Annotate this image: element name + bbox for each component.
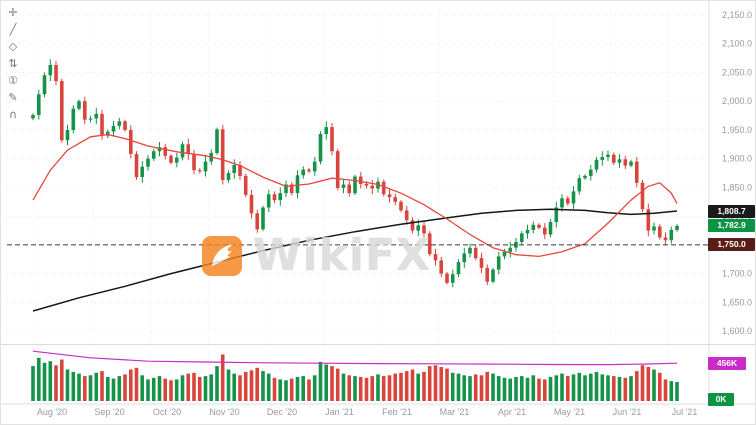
svg-text:1,700.0: 1,700.0 xyxy=(722,269,752,279)
crosshair-icon[interactable]: ✛ xyxy=(8,6,18,19)
svg-text:Aug '20: Aug '20 xyxy=(37,407,67,417)
magnet-icon[interactable]: ∩ xyxy=(8,108,18,121)
svg-text:2,150.0: 2,150.0 xyxy=(722,10,752,20)
svg-text:1,850.0: 1,850.0 xyxy=(722,182,752,192)
volume-zero-badge: 0K xyxy=(708,393,734,406)
x-axis-labels: Aug '20 Sep '20 Oct '20 Nov '20 Dec '20 Jan '… xyxy=(37,407,697,417)
pane-separators xyxy=(1,1,755,405)
svg-text:Sep '20: Sep '20 xyxy=(94,407,124,417)
svg-text:1,950.0: 1,950.0 xyxy=(722,125,752,135)
candles-layer xyxy=(31,59,679,288)
svg-text:Jun '21: Jun '21 xyxy=(613,407,642,417)
shapes-icon[interactable]: ◇ xyxy=(8,40,18,53)
svg-text:1,650.0: 1,650.0 xyxy=(722,297,752,307)
svg-text:2,000.0: 2,000.0 xyxy=(722,96,752,106)
pencil-icon[interactable]: ✎ xyxy=(8,91,18,104)
svg-text:Mar '21: Mar '21 xyxy=(440,407,470,417)
y-axis-labels: 2,150.0 2,100.0 2,050.0 2,000.0 1,950.0 1,900… xyxy=(722,10,752,336)
volume-ma-line xyxy=(32,350,678,366)
svg-text:Feb '21: Feb '21 xyxy=(382,407,412,417)
volume-bars-layer xyxy=(31,354,679,402)
svg-text:Dec '20: Dec '20 xyxy=(267,407,297,417)
last-price-badge: 1,782.9 xyxy=(708,219,755,233)
svg-text:2,050.0: 2,050.0 xyxy=(722,68,752,78)
svg-text:Oct '20: Oct '20 xyxy=(153,407,181,417)
arrows-icon[interactable]: ⇅ xyxy=(8,57,18,70)
annotation-icon[interactable]: ① xyxy=(8,74,18,87)
svg-text:1,600.0: 1,600.0 xyxy=(722,326,752,336)
volume-ma-badge: 456K xyxy=(708,357,746,371)
svg-text:Nov '20: Nov '20 xyxy=(209,407,239,417)
ma-price-badge: 1,808.7 xyxy=(708,204,755,218)
svg-text:Jan '21: Jan '21 xyxy=(325,407,354,417)
svg-text:Apr '21: Apr '21 xyxy=(498,407,526,417)
ref-price-badge: 1,750.0 xyxy=(708,238,755,252)
svg-text:2,100.0: 2,100.0 xyxy=(722,39,752,49)
svg-text:May '21: May '21 xyxy=(554,407,585,417)
ma-red-line xyxy=(32,133,678,258)
drawing-toolbar: ✛ ╱ ◇ ⇅ ① ✎ ∩ xyxy=(3,7,23,121)
svg-text:1,900.0: 1,900.0 xyxy=(722,154,752,164)
trendline-icon[interactable]: ╱ xyxy=(9,23,17,36)
grid-layer xyxy=(7,9,707,403)
svg-text:Jul '21: Jul '21 xyxy=(672,407,698,417)
ma-black-line xyxy=(32,208,678,312)
